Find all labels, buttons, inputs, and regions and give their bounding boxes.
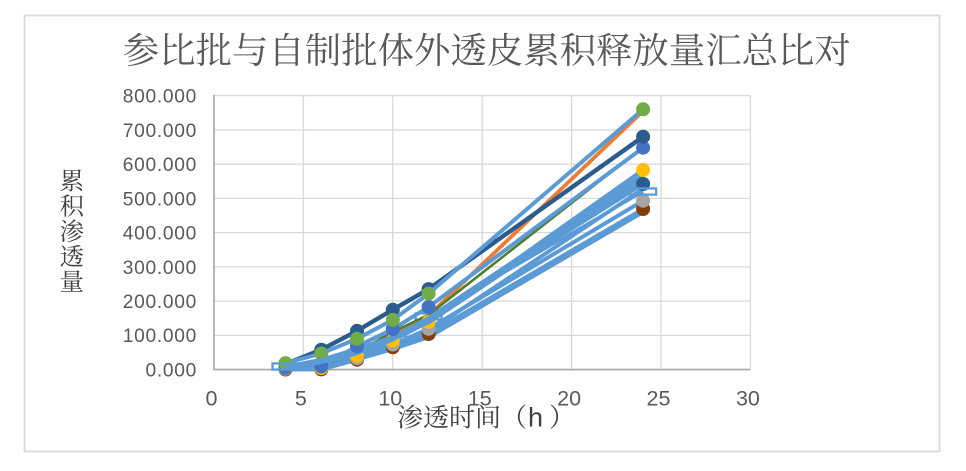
svg-text:h: h — [528, 403, 543, 433]
svg-text:30: 30 — [736, 387, 760, 411]
svg-text:400.000: 400.000 — [123, 224, 197, 245]
svg-text:15: 15 — [468, 387, 492, 411]
svg-text:25: 25 — [647, 387, 671, 411]
svg-text:800.000: 800.000 — [123, 87, 197, 108]
svg-text:10: 10 — [378, 387, 402, 411]
svg-text:700.000: 700.000 — [123, 121, 197, 142]
svg-text:600.000: 600.000 — [123, 155, 197, 176]
svg-text:300.000: 300.000 — [123, 258, 197, 279]
svg-text:0: 0 — [206, 387, 218, 411]
svg-text:200.000: 200.000 — [123, 292, 197, 313]
svg-text:500.000: 500.000 — [123, 189, 197, 210]
svg-text:5: 5 — [295, 387, 307, 411]
svg-text:0.000: 0.000 — [145, 361, 197, 382]
svg-text:100.000: 100.000 — [123, 326, 197, 347]
svg-text:20: 20 — [557, 387, 581, 411]
